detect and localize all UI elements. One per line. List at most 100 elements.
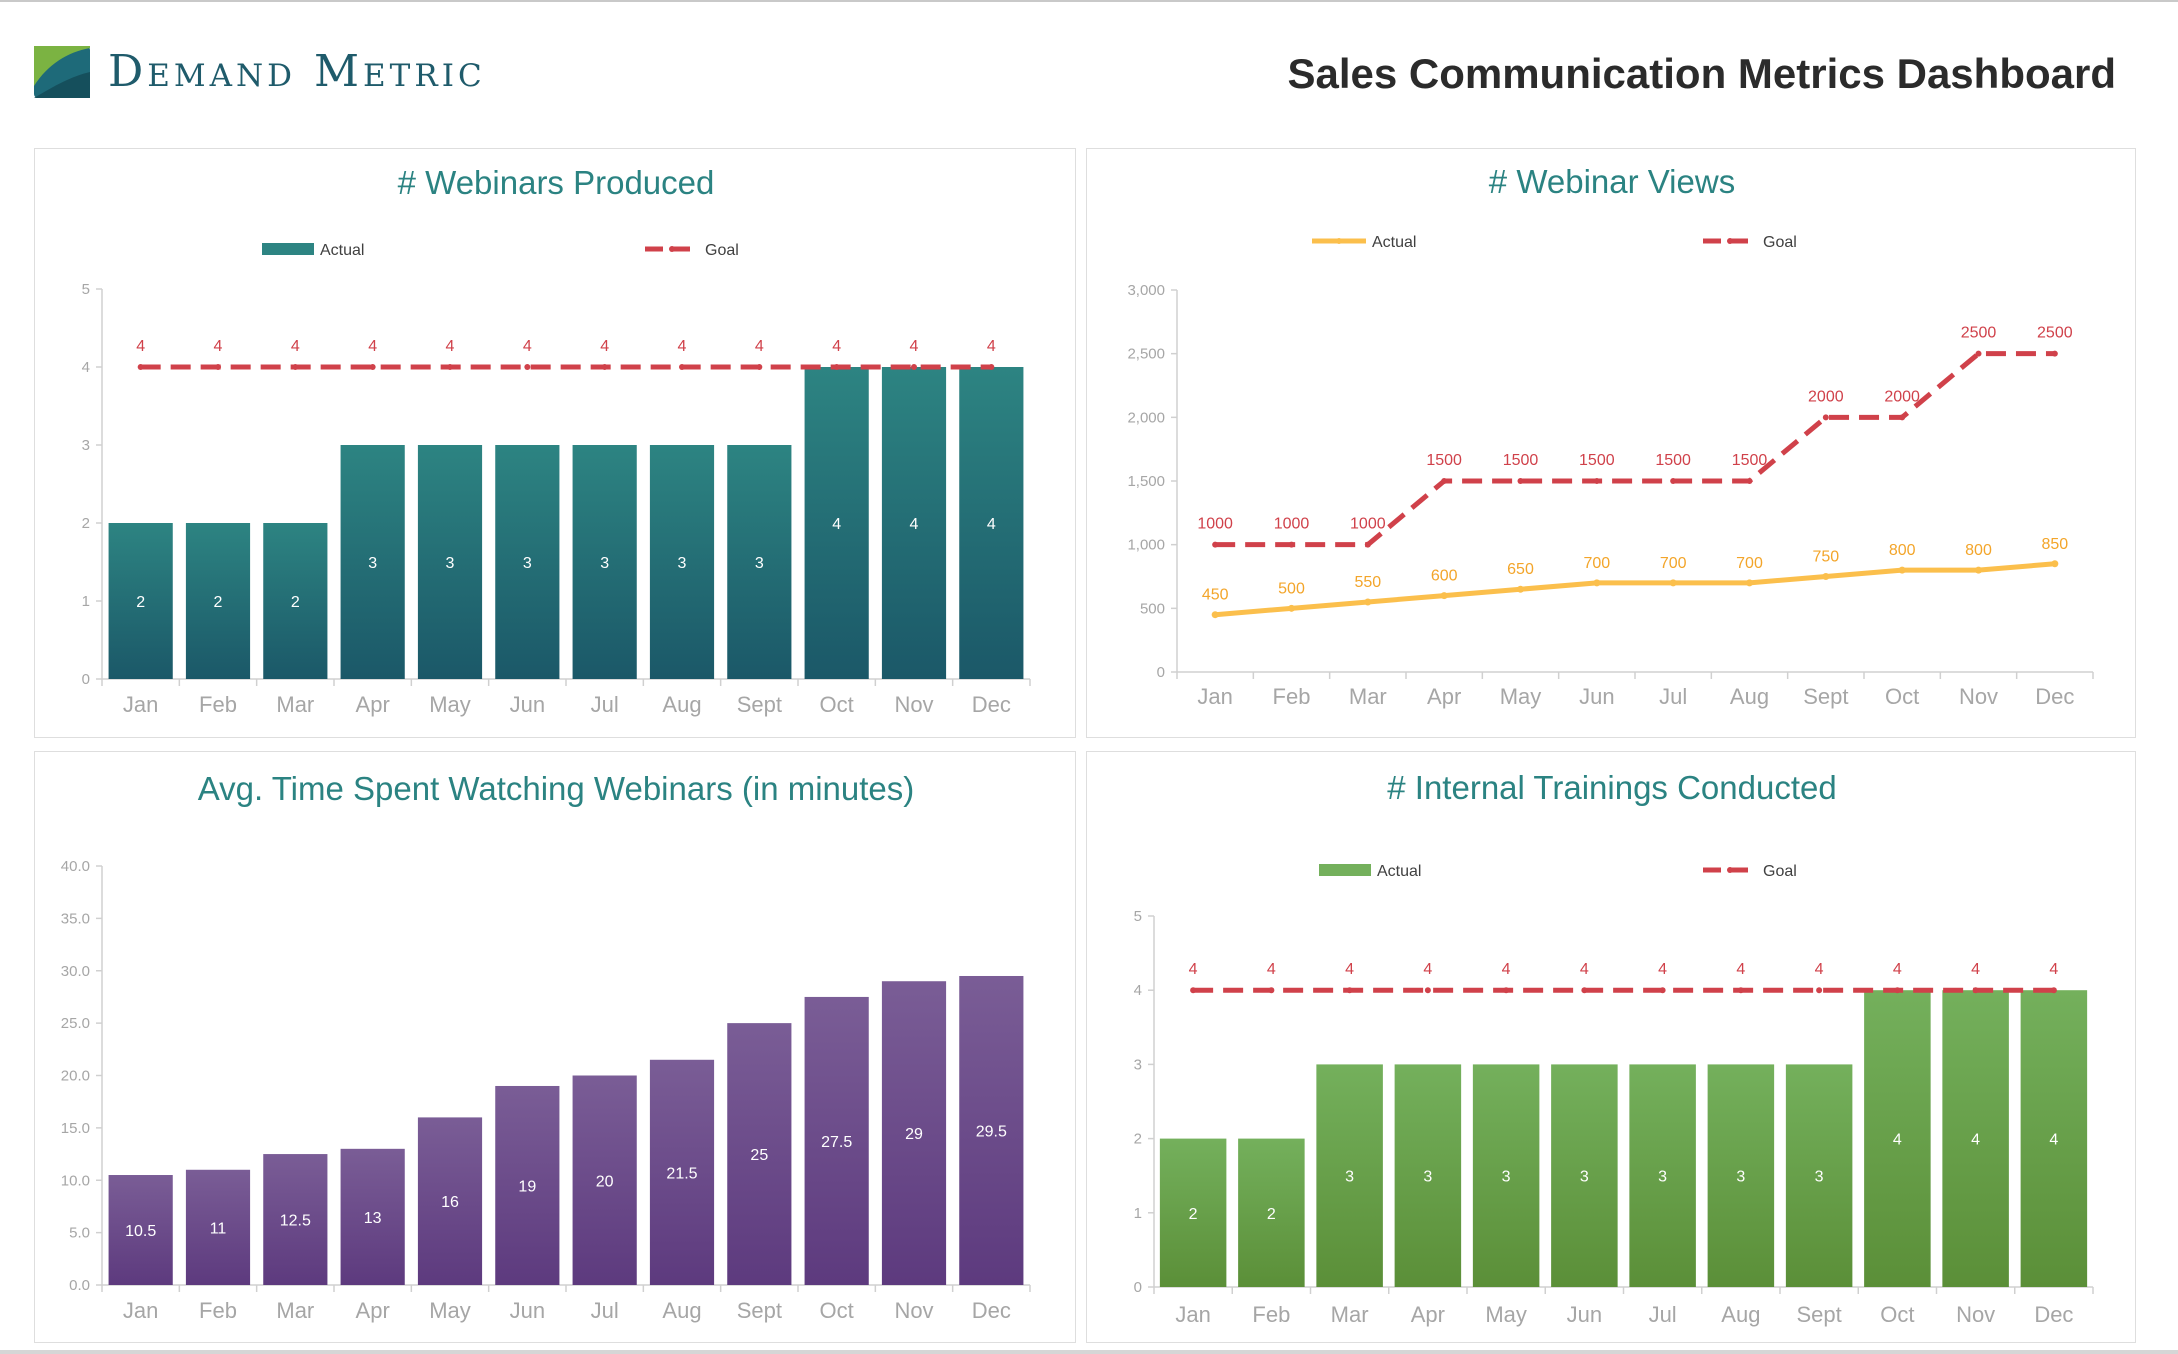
- x-tick-label: Aug: [1730, 684, 1769, 709]
- point-goal-nov: [1975, 350, 1982, 357]
- x-tick-label: Jan: [123, 692, 158, 717]
- x-tick-label: Dec: [2034, 1302, 2073, 1327]
- x-tick-label: Jul: [1659, 684, 1687, 709]
- bar-value-label: 11: [210, 1220, 227, 1237]
- point-goal-sept: [1816, 987, 1823, 994]
- x-tick-label: Oct: [1880, 1302, 1914, 1327]
- bar-may: [1472, 1064, 1540, 1287]
- y-tick-label: 0.0: [69, 1277, 90, 1294]
- x-tick-label: Dec: [2035, 684, 2074, 709]
- bar-value-label: 3: [1658, 1169, 1667, 1186]
- data-label-actual: 700: [1660, 555, 1687, 572]
- bar-value-label: 12.5: [280, 1213, 311, 1230]
- x-tick-label: Apr: [356, 692, 390, 717]
- bar-value-label: 3: [1423, 1169, 1432, 1186]
- y-tick-label: 3: [82, 437, 90, 454]
- bar-value-label: 4: [832, 516, 841, 533]
- point-goal-dec: [2051, 350, 2058, 357]
- data-label-goal: 1000: [1197, 516, 1233, 533]
- legend-marker-1: [1727, 867, 1733, 873]
- data-label-goal: 4: [446, 338, 455, 355]
- x-tick-label: May: [1485, 1302, 1527, 1327]
- legend-marker-1: [669, 246, 675, 252]
- point-actual-may: [1517, 585, 1524, 593]
- point-goal-oct: [1894, 987, 1901, 994]
- data-label-goal: 4: [2049, 961, 2058, 978]
- data-label-goal: 4: [678, 338, 687, 355]
- x-tick-label: Feb: [199, 1298, 237, 1323]
- y-tick-label: 0: [1134, 1279, 1142, 1296]
- bar-jan: [1159, 1138, 1227, 1287]
- point-goal-apr: [1441, 478, 1448, 484]
- y-tick-label: 40.0: [61, 858, 90, 875]
- x-tick-label: May: [429, 1298, 471, 1323]
- chart-title: # Internal Trainings Conducted: [1387, 769, 1836, 806]
- data-label-goal: 4: [291, 338, 300, 355]
- bar-jul: [1629, 1064, 1696, 1287]
- bar-value-label: 2: [214, 594, 223, 611]
- point-goal-apr: [1424, 987, 1431, 994]
- y-tick-label: 1: [1134, 1205, 1142, 1222]
- legend-marker-1: [1727, 238, 1733, 244]
- x-tick-label: May: [429, 692, 471, 717]
- data-label-goal: 4: [600, 338, 609, 355]
- bar-value-label: 3: [1815, 1169, 1824, 1186]
- point-actual-dec: [2051, 560, 2059, 568]
- bar-aug: [649, 1059, 715, 1285]
- point-goal-jun: [524, 364, 531, 370]
- point-goal-mar: [1346, 987, 1353, 994]
- bar-feb: [185, 523, 251, 679]
- data-label-goal: 4: [1893, 961, 1902, 978]
- data-label-goal: 4: [214, 338, 223, 355]
- data-label-actual: 550: [1354, 574, 1381, 591]
- data-label-goal: 4: [1267, 961, 1276, 978]
- bar-value-label: 3: [446, 555, 455, 572]
- series-line-goal: [1215, 351, 2055, 548]
- point-goal-jan: [1212, 541, 1219, 548]
- point-goal-jul: [1670, 478, 1677, 484]
- point-actual-jun: [1593, 579, 1601, 587]
- x-tick-label: Feb: [1273, 684, 1311, 709]
- point-goal-apr: [369, 364, 376, 370]
- bar-value-label: 25: [750, 1147, 768, 1164]
- chart-panel-webinar-views: # Webinar Views Actual Goal 0 500 1,000 1,500 2…: [1086, 148, 2136, 738]
- brand-name: Demand Metric: [108, 46, 486, 97]
- point-goal-dec: [988, 364, 995, 370]
- data-label-actual: 850: [2041, 536, 2068, 553]
- bar-jan: [108, 523, 173, 679]
- bar-dec: [959, 367, 1024, 679]
- bar-value-label: 3: [368, 555, 377, 572]
- data-label-goal: 1500: [1579, 452, 1615, 469]
- point-actual-feb: [1288, 604, 1295, 612]
- x-tick-label: Oct: [820, 692, 854, 717]
- point-goal-feb: [1288, 541, 1295, 548]
- bottom-border: [0, 1350, 2178, 1354]
- bar-jun: [1551, 1064, 1618, 1287]
- data-label-actual: 800: [1965, 542, 1992, 559]
- data-label-goal: 4: [1345, 961, 1354, 978]
- y-tick-label: 2,000: [1127, 409, 1165, 426]
- point-goal-aug: [1737, 987, 1744, 994]
- point-goal-jun: [1581, 987, 1588, 994]
- point-actual-nov: [1975, 566, 1982, 574]
- bar-sept: [727, 445, 792, 679]
- bar-oct: [804, 996, 869, 1285]
- data-label-goal: 1500: [1655, 452, 1691, 469]
- chart-panel-webinars-produced: # Webinars Produced Actual Goal 0 1 2 3 4 5 Jan Fe…: [34, 148, 1076, 738]
- y-tick-label: 1: [82, 593, 90, 610]
- chart-svg-webinars-produced: # Webinars Produced Actual Goal 0 1 2 3 4 5 Jan Fe…: [82, 164, 1031, 717]
- point-goal-may: [447, 364, 453, 370]
- point-goal-jul: [1659, 987, 1666, 994]
- point-goal-nov: [911, 364, 917, 370]
- bar-value-label: 3: [600, 555, 609, 572]
- point-goal-nov: [1972, 987, 1979, 994]
- y-tick-label: 35.0: [61, 910, 90, 927]
- bar-jul: [572, 445, 637, 679]
- y-tick-label: 3,000: [1127, 282, 1165, 299]
- bar-value-label: 16: [441, 1194, 459, 1211]
- x-tick-label: Jan: [1175, 1302, 1210, 1327]
- chart-svg-avg-time-watching: Avg. Time Spent Watching Webinars (in mi…: [61, 770, 1031, 1323]
- data-label-goal: 2000: [1884, 388, 1920, 405]
- x-tick-label: Nov: [894, 1298, 933, 1323]
- bar-value-label: 29.5: [976, 1123, 1007, 1140]
